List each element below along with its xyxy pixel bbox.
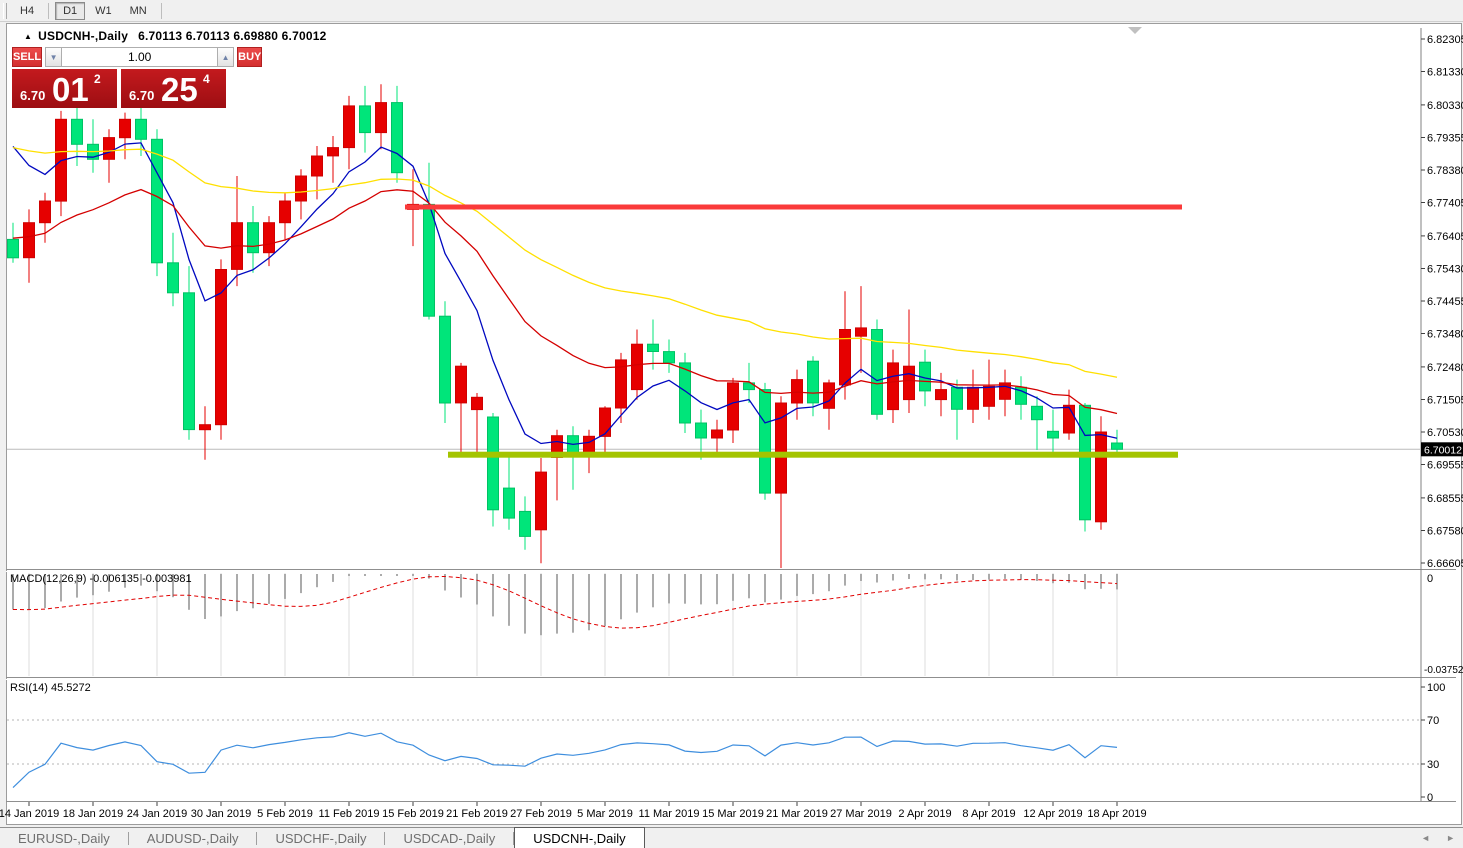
tab-divider	[256, 831, 258, 845]
rsi-indicator-label: RSI(14) 45.5272	[10, 682, 91, 694]
svg-text:8 Apr 2019: 8 Apr 2019	[962, 808, 1015, 820]
chart-tab-audusd[interactable]: AUDUSD-,Daily	[146, 830, 239, 846]
svg-text:6.78380: 6.78380	[1427, 165, 1463, 177]
svg-text:6.73480: 6.73480	[1427, 329, 1463, 341]
timeframe-button-h4[interactable]: H4	[20, 4, 35, 17]
sell-price-point: 2	[94, 72, 101, 86]
svg-text:30 Jan 2019: 30 Jan 2019	[191, 808, 252, 820]
rsi-line	[12, 732, 1118, 789]
timeframe-toolbar: H4 D1 W1 MN	[0, 0, 1463, 22]
svg-text:15 Feb 2019: 15 Feb 2019	[382, 808, 444, 820]
tab-divider	[513, 831, 515, 845]
svg-text:6.77405: 6.77405	[1427, 198, 1463, 210]
buy-price-pips: 25	[161, 71, 198, 108]
svg-text:11 Mar 2019: 11 Mar 2019	[639, 808, 700, 820]
macd-signal-line	[12, 575, 1118, 629]
svg-text:27 Mar 2019: 27 Mar 2019	[830, 808, 892, 820]
volume-spinner: ▼ ▲	[45, 47, 235, 67]
svg-text:6.66605: 6.66605	[1427, 558, 1463, 570]
tabbar-spacer	[645, 828, 1414, 848]
resistance-line[interactable]	[405, 204, 1182, 210]
svg-text:15 Mar 2019: 15 Mar 2019	[702, 808, 764, 820]
svg-text:24 Jan 2019: 24 Jan 2019	[127, 808, 188, 820]
volume-decrease-icon[interactable]: ▼	[45, 47, 63, 67]
svg-text:6.69555: 6.69555	[1427, 460, 1463, 472]
svg-text:6.81330: 6.81330	[1427, 67, 1463, 79]
buy-price-base: 6.70	[129, 88, 155, 103]
svg-text:27 Feb 2019: 27 Feb 2019	[510, 808, 572, 820]
support-line[interactable]	[448, 451, 1178, 458]
svg-text:6.82305: 6.82305	[1427, 34, 1463, 46]
sell-button[interactable]: SELL	[12, 47, 43, 67]
sell-price-panel[interactable]: 6.70 01 2	[12, 69, 117, 108]
one-click-trade-widget: SELL ▼ ▲ BUY 6.70 01 2 6.70 25 4	[12, 47, 263, 108]
buy-button[interactable]: BUY	[237, 47, 263, 67]
timeframe-button-w1[interactable]: W1	[95, 4, 112, 17]
volume-input[interactable]	[62, 47, 218, 67]
svg-text:11 Feb 2019: 11 Feb 2019	[319, 808, 380, 820]
svg-text:6.70012: 6.70012	[1424, 444, 1462, 456]
price-axis[interactable]: 6.82305 6.81330 6.80330 6.79355 6.78380 6.774…	[1420, 28, 1463, 804]
macd-histogram	[12, 574, 1118, 636]
svg-text:5 Mar 2019: 5 Mar 2019	[577, 808, 633, 820]
volume-increase-icon[interactable]: ▲	[217, 47, 235, 67]
tab-divider	[127, 831, 129, 845]
chart-tab-usdcnh[interactable]: USDCNH-,Daily	[514, 827, 645, 848]
sell-price-pips: 01	[52, 71, 89, 108]
sell-price-base: 6.70	[20, 88, 46, 103]
macd-indicator-label: MACD(12,26,9) -0.006135 -0.003981	[10, 573, 192, 585]
svg-text:14 Jan 2019: 14 Jan 2019	[0, 808, 59, 820]
toolbar-separator	[160, 2, 162, 19]
buy-price-panel[interactable]: 6.70 25 4	[121, 69, 226, 108]
tab-scroll-right-icon[interactable]: ►	[1446, 833, 1455, 843]
ma-fast-line	[12, 142, 1118, 446]
svg-text:0: 0	[1427, 792, 1433, 804]
svg-text:6.80330: 6.80330	[1427, 100, 1463, 112]
tab-divider	[384, 831, 386, 845]
time-axis[interactable]: 14 Jan 2019 18 Jan 2019 24 Jan 2019 30 Jan …	[0, 802, 1147, 820]
svg-text:18 Apr 2019: 18 Apr 2019	[1087, 808, 1146, 820]
svg-text:6.67580: 6.67580	[1427, 526, 1463, 538]
ohlc-values: 6.70113 6.70113 6.69880 6.70012	[138, 29, 327, 43]
chart-tab-eurusd[interactable]: EURUSD-,Daily	[18, 830, 110, 846]
svg-text:100: 100	[1427, 682, 1445, 694]
chart-tab-usdchf[interactable]: USDCHF-,Daily	[275, 830, 367, 846]
svg-text:70: 70	[1427, 715, 1439, 727]
timeframe-button-mn[interactable]: MN	[129, 4, 147, 17]
svg-text:0: 0	[1427, 573, 1433, 585]
svg-text:6.75430: 6.75430	[1427, 264, 1463, 276]
symbol-title: USDCNH-,Daily	[38, 29, 129, 43]
chart-shift-marker-icon[interactable]	[1128, 27, 1142, 34]
svg-text:6.74455: 6.74455	[1427, 296, 1463, 308]
buy-price-point: 4	[203, 72, 210, 86]
collapse-triangle-icon[interactable]: ▲	[24, 32, 33, 41]
chart-tabs-bar: EURUSD-,Daily AUDUSD-,Daily USDCHF-,Daily U…	[0, 827, 1463, 848]
svg-text:6.71505: 6.71505	[1427, 395, 1463, 407]
svg-text:2 Apr 2019: 2 Apr 2019	[898, 808, 951, 820]
svg-text:-0.037529: -0.037529	[1424, 665, 1463, 676]
tab-scroll-left-icon[interactable]: ◄	[1421, 833, 1431, 843]
timeframe-button-d1[interactable]: D1	[55, 1, 86, 20]
chart-tab-usdcad[interactable]: USDCAD-,Daily	[403, 830, 496, 846]
svg-text:18 Jan 2019: 18 Jan 2019	[63, 808, 124, 820]
toolbar-grip[interactable]	[3, 2, 7, 19]
svg-text:21 Mar 2019: 21 Mar 2019	[766, 808, 828, 820]
svg-text:21 Feb 2019: 21 Feb 2019	[446, 808, 508, 820]
svg-text:5 Feb 2019: 5 Feb 2019	[257, 808, 313, 820]
chart-title: ▲ USDCNH-,Daily 6.70113 6.70113 6.69880 6.…	[24, 29, 326, 43]
svg-text:6.76405: 6.76405	[1427, 231, 1463, 243]
candlestick-series	[7, 84, 1123, 568]
svg-text:6.79355: 6.79355	[1427, 133, 1463, 145]
svg-text:6.72480: 6.72480	[1427, 362, 1463, 374]
svg-text:6.68555: 6.68555	[1427, 493, 1463, 505]
svg-text:12 Apr 2019: 12 Apr 2019	[1023, 808, 1082, 820]
ma-slow-line	[12, 146, 1118, 378]
svg-text:6.70530: 6.70530	[1427, 427, 1463, 439]
ma-mid-line	[12, 188, 1118, 415]
toolbar-separator	[48, 2, 50, 19]
svg-text:30: 30	[1427, 759, 1439, 771]
